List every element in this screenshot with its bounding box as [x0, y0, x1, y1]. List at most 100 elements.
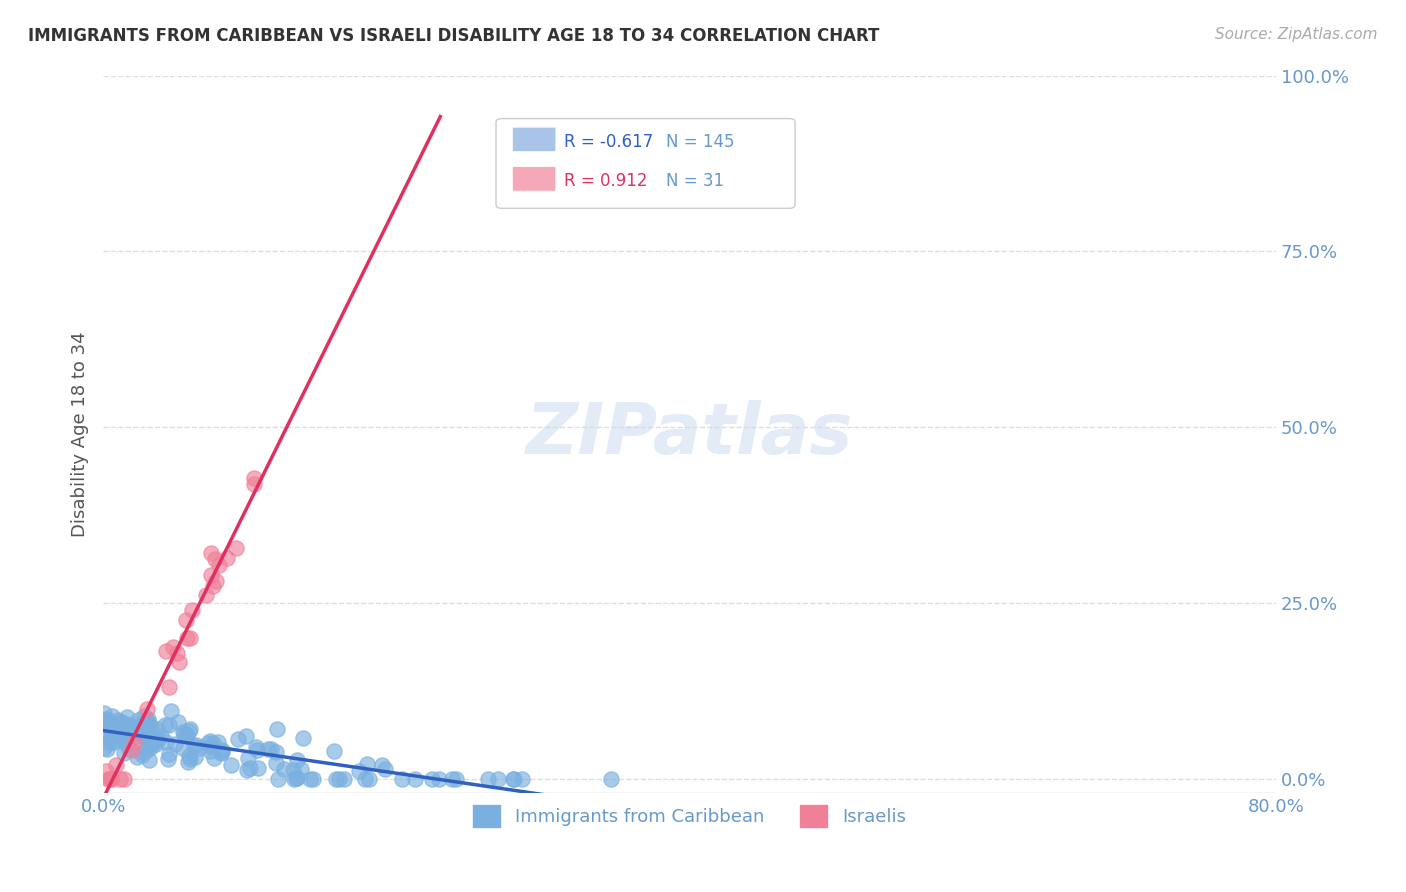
Point [138, 739, 160, 753]
Point [115, 738, 138, 752]
Point [200, 743, 222, 757]
Point [228, 731, 250, 746]
Point [502, 772, 524, 787]
Point [239, 761, 262, 775]
Point [211, 742, 233, 756]
Point [204, 551, 226, 566]
Point [201, 736, 224, 750]
Point [107, 713, 129, 727]
FancyBboxPatch shape [496, 119, 796, 209]
Point [179, 752, 201, 766]
Point [510, 772, 533, 787]
Point [197, 736, 219, 750]
Point [167, 714, 190, 729]
Point [132, 745, 155, 759]
Point [600, 772, 623, 787]
Point [104, 719, 127, 733]
Y-axis label: Disability Age 18 to 34: Disability Age 18 to 34 [72, 332, 89, 537]
Point [145, 738, 167, 752]
Point [374, 762, 396, 776]
Point [96, 742, 118, 756]
Point [179, 722, 201, 736]
Point [291, 731, 314, 745]
Point [260, 741, 283, 756]
Point [180, 603, 202, 617]
Point [101, 723, 124, 737]
Point [488, 772, 510, 787]
Point [121, 723, 143, 737]
Point [328, 772, 350, 787]
Point [105, 733, 128, 747]
Point [135, 743, 157, 757]
Point [118, 720, 141, 734]
Point [188, 740, 211, 755]
Point [132, 709, 155, 723]
Point [112, 746, 135, 760]
Point [176, 613, 198, 627]
Point [136, 712, 159, 726]
Point [98, 731, 121, 746]
Point [200, 568, 222, 582]
Point [149, 729, 172, 743]
Point [121, 743, 143, 757]
Text: N = 145: N = 145 [666, 133, 734, 151]
Point [138, 715, 160, 730]
Point [266, 722, 288, 736]
Point [404, 772, 426, 787]
Point [115, 710, 138, 724]
Point [107, 723, 129, 737]
Point [242, 477, 264, 491]
Point [184, 750, 207, 764]
Point [103, 734, 125, 748]
Point [503, 772, 526, 787]
Point [98, 772, 121, 787]
Point [245, 739, 267, 754]
Point [200, 739, 222, 754]
Point [107, 730, 129, 744]
Point [157, 752, 180, 766]
Point [264, 745, 287, 759]
Point [122, 726, 145, 740]
Point [157, 680, 180, 694]
Point [162, 640, 184, 655]
Point [155, 735, 177, 749]
Point [155, 644, 177, 658]
Point [285, 771, 308, 785]
Point [332, 772, 354, 787]
Point [115, 717, 138, 731]
Point [107, 716, 129, 731]
Point [195, 588, 218, 602]
Point [120, 718, 142, 732]
Point [257, 742, 280, 756]
Point [444, 772, 467, 787]
Point [110, 715, 132, 730]
Point [245, 743, 267, 757]
Point [131, 747, 153, 762]
Point [325, 772, 347, 787]
Point [198, 734, 221, 748]
Point [477, 772, 499, 787]
Point [94, 714, 117, 728]
Point [347, 764, 370, 779]
Point [141, 740, 163, 755]
Point [101, 709, 124, 723]
Point [356, 756, 378, 771]
Point [97, 772, 120, 787]
Point [166, 646, 188, 660]
Point [184, 738, 207, 752]
Point [208, 558, 231, 572]
Point [157, 718, 180, 732]
Text: R = -0.617: R = -0.617 [564, 133, 654, 151]
Point [172, 724, 194, 739]
Point [264, 756, 287, 770]
FancyBboxPatch shape [512, 128, 555, 152]
Point [112, 772, 135, 787]
Point [205, 574, 228, 588]
Point [100, 730, 122, 744]
Point [125, 730, 148, 744]
Legend: Immigrants from Caribbean, Israelis: Immigrants from Caribbean, Israelis [465, 798, 912, 835]
Point [143, 734, 166, 748]
Point [136, 723, 159, 738]
Point [97, 736, 120, 750]
Point [132, 730, 155, 744]
